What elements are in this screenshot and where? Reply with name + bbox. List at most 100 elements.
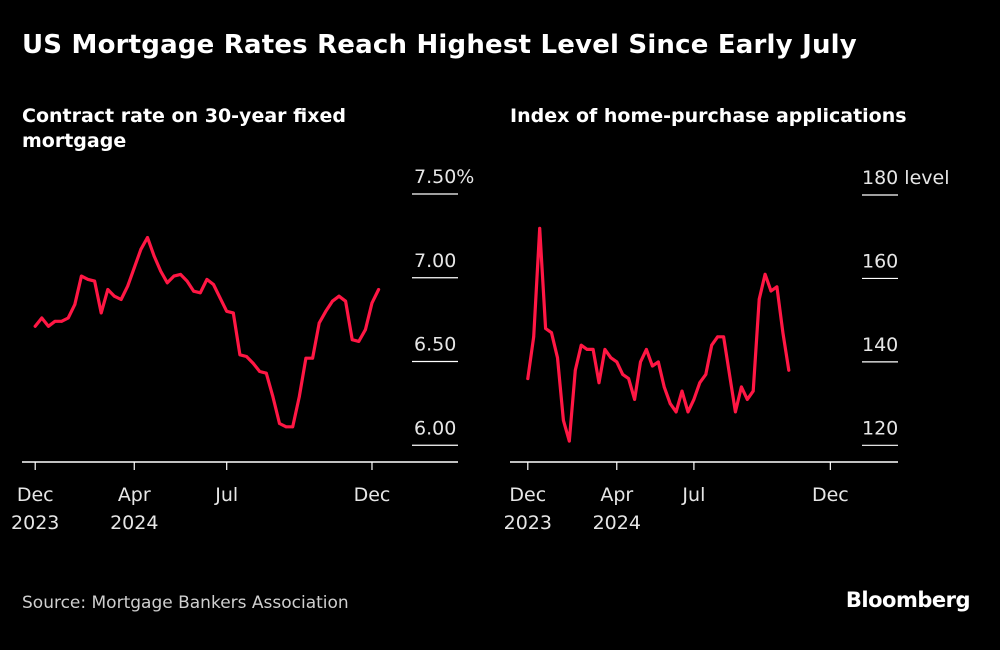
purchase-index-chart: 180 level 160 140 120 Dec 2023 Apr 2024 Jul Dec xyxy=(504,167,950,534)
data-point xyxy=(205,278,209,281)
data-point xyxy=(781,331,785,335)
data-point xyxy=(238,353,242,357)
mortgage-rate-chart: 7.50% 7.00 6.50 6.00 Dec 2023 Apr 2024 Jul Dec xyxy=(11,166,474,534)
data-point xyxy=(787,368,791,372)
data-point xyxy=(621,373,625,376)
data-point xyxy=(740,385,743,389)
data-point xyxy=(573,368,577,372)
data-point xyxy=(231,311,235,315)
data-point xyxy=(662,385,666,389)
data-point xyxy=(165,281,169,285)
data-point xyxy=(710,343,714,347)
data-point xyxy=(591,348,595,351)
series-line xyxy=(33,235,381,429)
data-point xyxy=(350,338,354,342)
data-point xyxy=(686,410,690,414)
data-point xyxy=(73,303,77,306)
data-point xyxy=(769,289,773,293)
series-line xyxy=(526,226,791,443)
data-point xyxy=(258,370,262,373)
data-point xyxy=(668,402,672,405)
x-tick-label: Dec xyxy=(812,484,849,506)
data-point xyxy=(40,316,44,320)
x-tick-label: Dec xyxy=(17,484,54,506)
data-point xyxy=(251,361,255,365)
data-point xyxy=(139,247,143,251)
data-point xyxy=(93,279,96,283)
data-point xyxy=(651,364,654,368)
data-point xyxy=(674,410,678,414)
data-point xyxy=(716,335,719,339)
source-note: Source: Mortgage Bankers Association xyxy=(22,593,349,613)
data-point xyxy=(597,381,601,385)
x-tick-label: Jul xyxy=(214,484,238,506)
data-point xyxy=(212,283,215,286)
x-tick-label: Dec xyxy=(354,484,391,506)
data-point xyxy=(585,348,589,351)
data-point xyxy=(728,373,731,376)
chart-title: US Mortgage Rates Reach Highest Level Si… xyxy=(22,30,857,60)
data-point xyxy=(80,274,83,278)
data-point xyxy=(126,284,130,288)
data-point xyxy=(680,389,684,393)
data-point xyxy=(291,425,295,429)
data-point xyxy=(264,371,268,375)
data-point xyxy=(278,422,281,425)
data-point xyxy=(311,356,314,360)
data-point xyxy=(218,296,222,300)
left-chart-subtitle: Contract rate on 30-year fixed mortgage xyxy=(22,105,346,152)
y-tick-label: 140 xyxy=(862,334,898,356)
data-point xyxy=(179,273,182,276)
data-point xyxy=(377,288,380,291)
data-point xyxy=(656,360,660,364)
data-point xyxy=(763,272,767,276)
y-tick-label: 7.00 xyxy=(414,250,456,272)
data-point xyxy=(639,360,642,364)
data-point xyxy=(159,269,163,273)
data-point xyxy=(86,278,90,281)
data-point xyxy=(698,381,702,385)
data-point xyxy=(615,360,619,364)
data-point xyxy=(532,335,536,339)
data-point xyxy=(567,439,571,443)
y-tick-label: 6.50 xyxy=(414,334,456,356)
data-point xyxy=(192,289,196,293)
data-point xyxy=(119,298,123,301)
y-tick-label: 180 level xyxy=(862,167,950,189)
x-tick-label-year: 2024 xyxy=(593,512,641,534)
data-point xyxy=(132,266,136,270)
y-tick-label: 6.00 xyxy=(414,417,456,439)
data-point xyxy=(304,356,308,360)
data-point xyxy=(245,355,248,358)
y-tick-label: 160 xyxy=(862,250,898,272)
data-point xyxy=(633,398,636,401)
x-tick-label: Apr xyxy=(118,484,151,506)
right-chart-subtitle: Index of home-purchase applications xyxy=(510,105,907,127)
data-point xyxy=(198,291,202,295)
data-point xyxy=(185,279,189,283)
data-point xyxy=(317,321,321,325)
data-point xyxy=(99,311,103,315)
data-point xyxy=(60,319,63,323)
data-point xyxy=(53,319,57,323)
data-point xyxy=(324,309,328,313)
data-point xyxy=(692,398,696,401)
data-point xyxy=(704,373,708,376)
data-point xyxy=(152,254,156,258)
data-point xyxy=(337,294,341,298)
y-tick-label: 7.50% xyxy=(414,166,474,188)
data-point xyxy=(357,340,361,343)
data-point xyxy=(627,377,630,380)
data-point xyxy=(757,297,761,301)
data-point xyxy=(172,274,176,278)
x-tick-label-year: 2023 xyxy=(504,512,552,534)
data-point xyxy=(370,301,374,305)
data-point xyxy=(225,309,229,313)
y-tick-label: 120 xyxy=(862,417,898,439)
data-point xyxy=(297,395,301,399)
data-point xyxy=(550,331,553,335)
data-point xyxy=(66,316,70,320)
data-point xyxy=(609,356,613,360)
data-point xyxy=(146,236,149,239)
data-point xyxy=(645,348,648,351)
